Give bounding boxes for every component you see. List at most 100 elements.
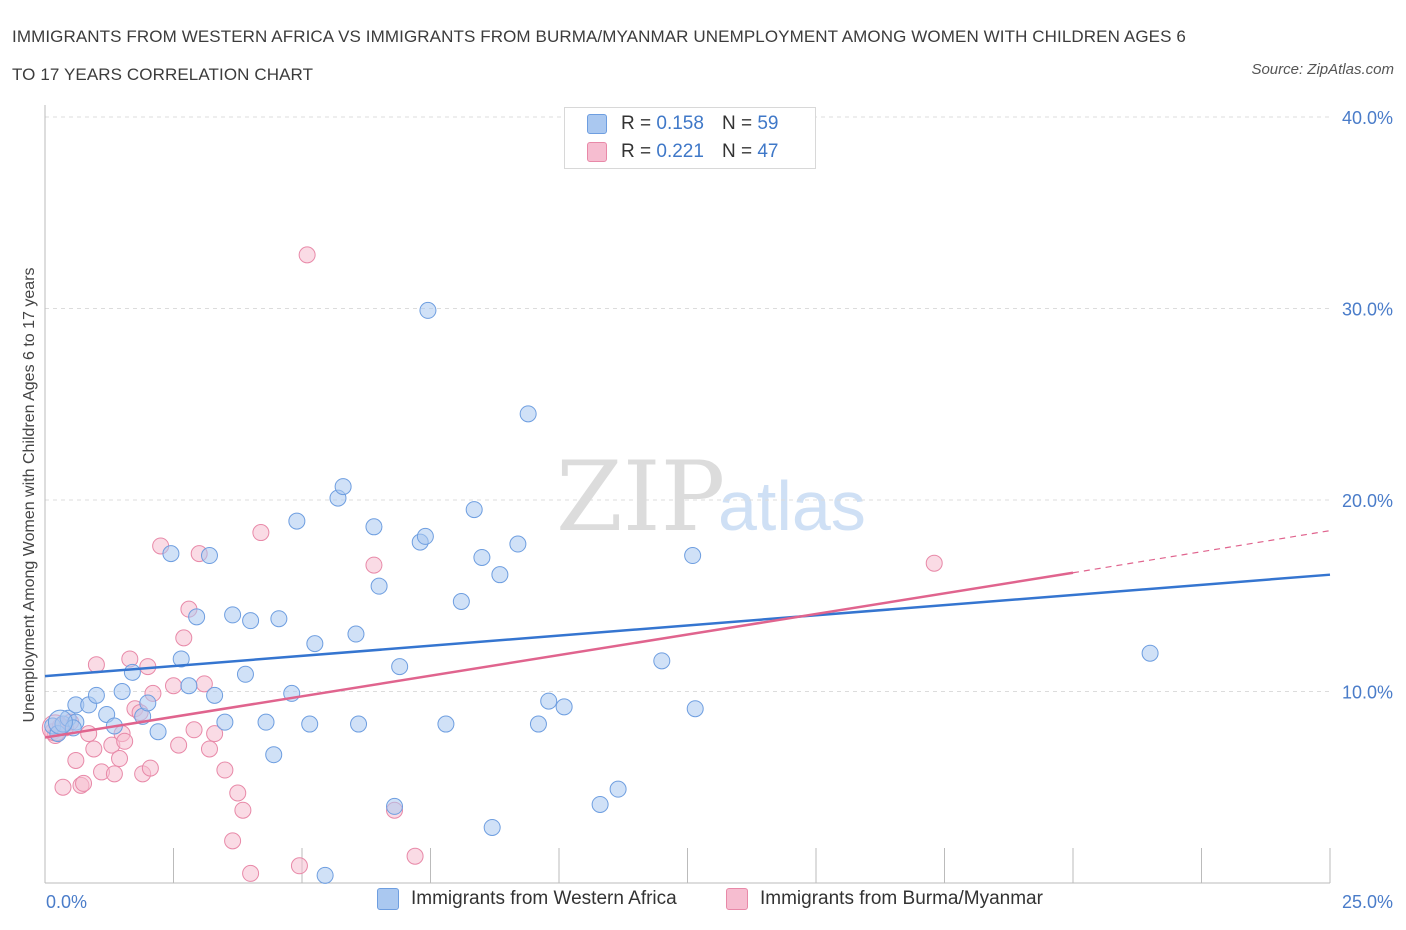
- western-africa-point-60: [686, 700, 704, 718]
- legend-row-western-africa: R = 0.158 N = 59: [587, 112, 778, 136]
- burma-trend-extension: [1072, 530, 1331, 574]
- burma-trend-line: [44, 571, 1074, 739]
- axes: [44, 105, 1331, 884]
- burma-point-27: [175, 629, 193, 647]
- burma-point-32: [200, 740, 218, 758]
- western-africa-point-17: [172, 650, 190, 668]
- western-africa-point-30: [288, 512, 306, 530]
- x-tick-label-max: 25.0%: [1342, 892, 1393, 912]
- bottom-legend-label: Immigrants from Burma/Myanmar: [760, 888, 1043, 909]
- legend-n-value: 47: [757, 141, 779, 162]
- bottom-legend-label: Immigrants from Western Africa: [411, 888, 677, 909]
- western-africa-point-38: [365, 518, 383, 536]
- legend-swatch-blue: [587, 114, 607, 134]
- watermark-atlas: atlas: [718, 467, 866, 545]
- y-tick-label-40: 40.0%: [1342, 108, 1393, 128]
- western-africa-point-35: [334, 478, 352, 496]
- burma-point-34: [216, 761, 234, 779]
- western-africa-points: [44, 301, 1159, 884]
- burma-point-39: [252, 524, 270, 542]
- western-africa-point-33: [316, 866, 334, 884]
- y-tick-label-30: 30.0%: [1342, 300, 1393, 320]
- western-africa-point-26: [257, 713, 275, 731]
- burma-point-26: [170, 736, 188, 754]
- western-africa-point-49: [483, 818, 501, 836]
- burma-point-45: [925, 554, 943, 572]
- western-africa-point-48: [473, 548, 491, 566]
- western-africa-point-15: [149, 723, 167, 741]
- bottom-legend-swatch-blue: [377, 888, 399, 910]
- western-africa-point-51: [509, 535, 527, 553]
- western-africa-point-58: [653, 652, 671, 670]
- burma-point-4: [54, 778, 72, 796]
- burma-point-36: [229, 784, 247, 802]
- legend-n-value: 59: [757, 113, 779, 134]
- burma-point-37: [234, 801, 252, 819]
- western-africa-point-46: [452, 592, 470, 610]
- western-africa-point-31: [301, 715, 319, 733]
- western-africa-point-53: [529, 715, 547, 733]
- western-africa-point-52: [519, 405, 537, 423]
- burma-point-38: [242, 864, 260, 882]
- western-africa-point-47: [465, 501, 483, 519]
- burma-point-13: [105, 765, 123, 783]
- burma-point-42: [365, 556, 383, 574]
- bottom-legend-swatch-pink: [726, 888, 748, 910]
- western-africa-point-41: [391, 658, 409, 676]
- western-africa-point-57: [609, 780, 627, 798]
- x-tick-label-min: 0.0%: [46, 892, 87, 912]
- western-africa-point-18: [180, 677, 198, 695]
- burma-point-8: [80, 725, 98, 743]
- burma-point-14: [111, 750, 129, 768]
- western-africa-point-25: [242, 612, 260, 630]
- burma-point-9: [85, 740, 103, 758]
- y-tick-label-20: 20.0%: [1342, 491, 1393, 511]
- burma-point-33: [206, 725, 224, 743]
- tick-labels: 10.0% 20.0% 30.0% 40.0% 0.0% 25.0%: [46, 108, 1393, 912]
- correlation-legend: R = 0.158 N = 59 R = 0.221 N = 47: [564, 107, 816, 169]
- western-africa-point-59: [684, 547, 702, 565]
- watermark-zip: ZIP: [556, 441, 725, 553]
- western-africa-trend-line: [44, 573, 1331, 678]
- western-africa-point-11: [113, 683, 131, 700]
- western-africa-point-21: [206, 686, 224, 704]
- western-africa-point-45: [437, 715, 455, 733]
- burma-point-5: [67, 751, 85, 769]
- western-africa-point-36: [347, 625, 365, 643]
- burma-point-7: [75, 774, 93, 792]
- bottom-legend-western-africa: Immigrants from Western Africa: [377, 888, 677, 910]
- western-africa-cluster-point: [47, 709, 73, 735]
- burma-point-44: [406, 847, 424, 865]
- source-label: Source: ZipAtlas.com: [1251, 61, 1394, 78]
- burma-point-29: [185, 721, 203, 739]
- western-africa-point-44: [419, 301, 437, 319]
- western-africa-point-20: [200, 547, 218, 565]
- western-africa-point-55: [555, 698, 573, 716]
- legend-r-label: R =: [621, 141, 652, 162]
- legend-swatch-pink: [587, 142, 607, 162]
- western-africa-point-14: [139, 694, 157, 712]
- legend-r-value: 0.221: [656, 141, 704, 162]
- western-africa-point-50: [491, 566, 509, 584]
- western-africa-point-24: [236, 665, 254, 683]
- trend-lines: [44, 530, 1331, 739]
- y-tick-label-10: 10.0%: [1342, 683, 1393, 703]
- western-africa-point-43: [416, 527, 434, 545]
- burma-point-16: [116, 732, 134, 750]
- legend-r-label: R =: [621, 113, 652, 134]
- western-africa-point-37: [350, 715, 368, 733]
- legend-row-burma: R = 0.221 N = 47: [587, 140, 778, 164]
- bottom-legend-burma: Immigrants from Burma/Myanmar: [726, 888, 1043, 910]
- burma-point-22: [141, 759, 159, 777]
- grid: [45, 116, 1330, 692]
- western-africa-point-39: [370, 577, 388, 595]
- watermark: ZIP atlas: [556, 441, 866, 553]
- burma-point-40: [290, 857, 308, 875]
- western-africa-point-32: [306, 635, 324, 653]
- burma-point-25: [165, 677, 182, 695]
- western-africa-point-56: [591, 795, 609, 813]
- western-africa-point-12: [123, 663, 141, 681]
- chart-title: IMMIGRANTS FROM WESTERN AFRICA VS IMMIGR…: [12, 27, 1186, 84]
- western-africa-point-54: [540, 692, 558, 710]
